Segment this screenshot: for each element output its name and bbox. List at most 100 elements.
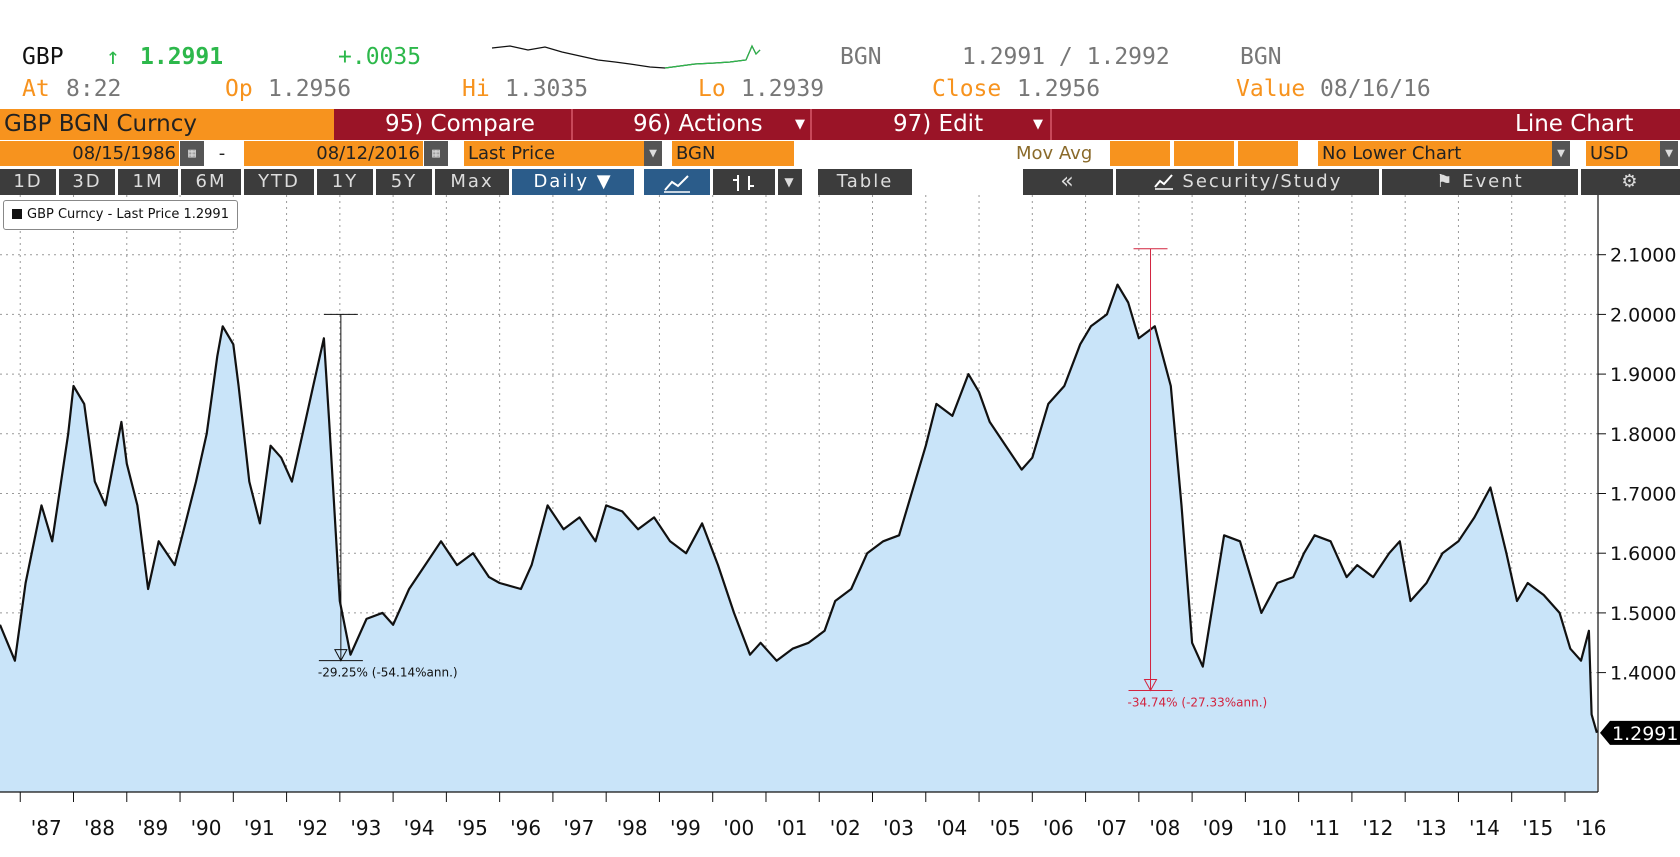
x-tick-label-8: '95	[457, 816, 488, 840]
last-price: 1.2991	[140, 44, 224, 70]
open-label: Op	[225, 76, 253, 102]
actions-dropdown-icon[interactable]: ▼	[795, 117, 805, 132]
x-tick-label-22: '09	[1203, 816, 1234, 840]
lower-chart-select[interactable]: No Lower Chart	[1318, 141, 1554, 166]
last-value-label: 1.2991	[1612, 723, 1678, 745]
x-tick-label-16: '03	[883, 816, 914, 840]
back-icon[interactable]: «	[1023, 169, 1113, 195]
period-1y[interactable]: 1Y	[317, 169, 373, 195]
x-tick-label-25: '12	[1362, 816, 1393, 840]
date-dash: -	[206, 141, 238, 166]
quote-header: GBP ↑ 1.2991 +.0035 BGN 1.2991 / 1.2992 …	[0, 40, 1680, 110]
x-tick-label-3: '90	[191, 816, 222, 840]
actions-button[interactable]: 96) Actions	[633, 111, 763, 137]
value-date: 08/16/16	[1320, 76, 1431, 102]
currency-dropdown-icon[interactable]: ▼	[1660, 141, 1678, 166]
line-style-icon[interactable]	[644, 169, 710, 195]
flag-icon: ⚑	[1436, 171, 1455, 192]
sparkline	[491, 44, 761, 69]
at-value: 8:22	[66, 76, 122, 102]
high-value: 1.3035	[505, 76, 589, 102]
last-value-marker: 1.2991	[1600, 720, 1680, 745]
x-tick-label-24: '11	[1309, 816, 1340, 840]
bar-style-icon[interactable]	[713, 169, 775, 195]
field-dropdown-icon[interactable]: ▼	[644, 141, 662, 166]
drawdown-arrow-0	[334, 649, 348, 662]
security-study-label: Security/Study	[1182, 171, 1343, 192]
compare-button[interactable]: 95) Compare	[385, 111, 535, 137]
edit-button[interactable]: 97) Edit	[893, 111, 984, 137]
x-tick-label-7: '94	[404, 816, 435, 840]
gear-icon[interactable]: ⚙	[1581, 169, 1680, 195]
period-6m[interactable]: 6M	[181, 169, 241, 195]
x-tick-label-15: '02	[830, 816, 861, 840]
net-change: +.0035	[338, 44, 422, 70]
low-value: 1.2939	[741, 76, 825, 102]
y-tick-label-1: 1.5000	[1610, 603, 1676, 625]
edit-dropdown-icon[interactable]: ▼	[1033, 117, 1043, 132]
y-tick-label-6: 2.0000	[1610, 304, 1676, 326]
chart-legend[interactable]: GBP Curncy - Last Price 1.2991	[3, 200, 238, 230]
menu-bar: GBP BGN Curncy 95) Compare 96) Actions ▼…	[0, 109, 1680, 140]
mov-avg-field-3[interactable]	[1238, 141, 1298, 166]
x-tick-label-23: '10	[1256, 816, 1287, 840]
event-button[interactable]: ⚑ Event	[1382, 169, 1578, 195]
currency-field[interactable]: USD	[1586, 141, 1662, 166]
source-label-2: BGN	[1240, 44, 1282, 70]
event-label: Event	[1462, 171, 1524, 192]
x-tick-label-18: '05	[990, 816, 1021, 840]
drawdown-label-0: -29.25% (-54.14%ann.)	[318, 666, 458, 680]
chart-type-label[interactable]: Line Chart	[1515, 111, 1634, 137]
calendar-icon-2[interactable]: ▦	[424, 141, 448, 166]
close-value: 1.2956	[1017, 76, 1101, 102]
bid-ask: 1.2991 / 1.2992	[962, 44, 1170, 70]
mov-avg-field-1[interactable]	[1110, 141, 1170, 166]
field-select[interactable]: Last Price	[464, 141, 644, 166]
security-field[interactable]: GBP BGN Curncy	[0, 109, 334, 140]
period-max[interactable]: Max	[435, 169, 509, 195]
ticker: GBP	[22, 44, 64, 70]
end-date-field[interactable]: 08/12/2016	[244, 141, 423, 166]
settings-bar: 08/15/1986 ▦ - 08/12/2016 ▦ Last Price ▼…	[0, 140, 1680, 168]
source-field[interactable]: BGN	[672, 141, 794, 166]
y-tick-label-0: 1.4000	[1610, 663, 1676, 685]
style-dropdown-icon[interactable]: ▼	[778, 169, 802, 195]
security-study-button[interactable]: Security/Study	[1116, 169, 1379, 195]
lower-chart-dropdown-icon[interactable]: ▼	[1552, 141, 1570, 166]
x-tick-label-4: '91	[244, 816, 275, 840]
drawdown-arrow-1	[1143, 679, 1158, 692]
x-tick-label-13: '00	[723, 816, 754, 840]
x-tick-label-19: '06	[1043, 816, 1074, 840]
mov-avg-field-2[interactable]	[1174, 141, 1234, 166]
x-tick-label-0: '87	[31, 816, 62, 840]
x-tick-label-21: '08	[1149, 816, 1180, 840]
study-icon	[1153, 171, 1183, 192]
drawdown-label-1: -34.74% (-27.33%ann.)	[1128, 696, 1268, 710]
y-tick-label-3: 1.7000	[1610, 484, 1676, 506]
last-value-tag	[1600, 720, 1680, 745]
x-tick-label-28: '15	[1522, 816, 1553, 840]
period-5y[interactable]: 5Y	[376, 169, 432, 195]
table-button[interactable]: Table	[818, 169, 912, 195]
price-area	[0, 284, 1597, 792]
mov-avg-label[interactable]: Mov Avg	[1012, 141, 1110, 166]
x-tick-label-10: '97	[563, 816, 594, 840]
x-tick-label-1: '88	[84, 816, 115, 840]
x-tick-label-29: '16	[1575, 816, 1606, 840]
start-date-field[interactable]: 08/15/1986	[0, 141, 179, 166]
value-label: Value	[1236, 76, 1306, 102]
x-tick-label-17: '04	[936, 816, 967, 840]
x-tick-label-27: '14	[1469, 816, 1500, 840]
calendar-icon[interactable]: ▦	[180, 141, 204, 166]
drawdown-annotations: -29.25% (-54.14%ann.) -34.74% (-27.33%ann…	[318, 248, 1268, 710]
x-tick-label-6: '93	[350, 816, 381, 840]
period-ytd[interactable]: YTD	[244, 169, 314, 195]
frequency-select[interactable]: Daily ▼	[512, 169, 634, 195]
period-1d[interactable]: 1D	[0, 169, 56, 195]
x-tick-label-9: '96	[510, 816, 541, 840]
legend-swatch	[12, 209, 22, 219]
period-3d[interactable]: 3D	[59, 169, 115, 195]
y-axis-ticks: 1.4000 1.5000 1.6000 1.7000 1.8000 1.9000 2.00…	[1598, 245, 1676, 685]
period-1m[interactable]: 1M	[118, 169, 178, 195]
x-axis-ticks: '87 '88 '89 '90 '91 '92 '93 '94 '95 '96 '97 '98 '99 '…	[19, 792, 1606, 840]
